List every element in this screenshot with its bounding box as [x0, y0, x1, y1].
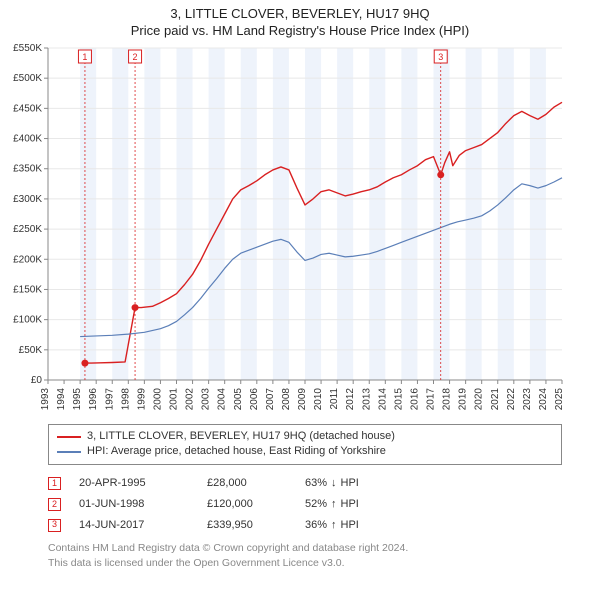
- x-tick-label: 2015: [393, 388, 404, 411]
- transaction-delta-pct: 36%: [305, 515, 327, 536]
- transaction-date: 20-APR-1995: [79, 473, 189, 494]
- y-tick-label: £300K: [13, 194, 42, 205]
- legend-row: HPI: Average price, detached house, East…: [57, 444, 553, 459]
- chart-marker-number: 3: [438, 52, 443, 62]
- x-tick-label: 1998: [120, 388, 131, 411]
- x-tick-label: 2016: [409, 388, 420, 411]
- transaction-delta-pct: 63%: [305, 473, 327, 494]
- legend-label: HPI: Average price, detached house, East…: [87, 444, 386, 459]
- x-tick-label: 2003: [201, 388, 212, 411]
- x-tick-label: 2020: [474, 388, 485, 411]
- transaction-marker: 3: [48, 519, 61, 532]
- x-tick-label: 2017: [426, 388, 437, 411]
- transaction-delta: 52%↑HPI: [305, 494, 359, 515]
- x-tick-label: 2023: [522, 388, 533, 411]
- legend-row: 3, LITTLE CLOVER, BEVERLEY, HU17 9HQ (de…: [57, 429, 553, 444]
- arrow-up-icon: ↑: [331, 494, 337, 515]
- chart-region: £0 £50K £100K £150K £200K £250K £300K £350K £400…: [0, 40, 600, 420]
- x-tick-label: 1999: [136, 388, 147, 411]
- x-tick-label: 2008: [281, 388, 292, 411]
- arrow-up-icon: ↑: [331, 515, 337, 536]
- x-tick-label: 2014: [377, 388, 388, 411]
- x-tick-label: 2018: [442, 388, 453, 411]
- x-tick-label: 1997: [104, 388, 115, 411]
- y-tick-label: £550K: [13, 43, 42, 54]
- transaction-date: 14-JUN-2017: [79, 515, 189, 536]
- transaction-row: 3 14-JUN-2017 £339,950 36%↑HPI: [48, 515, 562, 536]
- transaction-delta: 63%↓HPI: [305, 473, 359, 494]
- x-tick-label: 2006: [249, 388, 260, 411]
- legend-box: 3, LITTLE CLOVER, BEVERLEY, HU17 9HQ (de…: [48, 424, 562, 465]
- y-tick-label: £150K: [13, 284, 42, 295]
- legend-swatch: [57, 451, 81, 453]
- transaction-row: 2 01-JUN-1998 £120,000 52%↑HPI: [48, 494, 562, 515]
- transaction-marker: 2: [48, 498, 61, 511]
- y-tick-label: £50K: [19, 345, 43, 356]
- x-tick-label: 2025: [554, 388, 565, 411]
- footer-line-2: This data is licensed under the Open Gov…: [48, 556, 562, 570]
- x-tick-label: 2022: [506, 388, 517, 411]
- x-tick-label: 2024: [538, 388, 549, 411]
- transaction-delta-pct: 52%: [305, 494, 327, 515]
- x-tick-label: 2002: [185, 388, 196, 411]
- x-tick-label: 2009: [297, 388, 308, 411]
- y-tick-label: £350K: [13, 164, 42, 175]
- transaction-delta-vs: HPI: [341, 473, 359, 494]
- x-tick-label: 2019: [458, 388, 469, 411]
- transaction-delta: 36%↑HPI: [305, 515, 359, 536]
- y-tick-label: £250K: [13, 224, 42, 235]
- transaction-row: 1 20-APR-1995 £28,000 63%↓HPI: [48, 473, 562, 494]
- x-tick-label: 2001: [169, 388, 180, 411]
- chart-marker-number: 1: [82, 52, 87, 62]
- transaction-price: £339,950: [207, 515, 287, 536]
- x-tick-label: 2000: [152, 388, 163, 411]
- y-tick-label: £100K: [13, 315, 42, 326]
- x-tick-label: 2011: [329, 388, 340, 410]
- y-tick-label: £400K: [13, 134, 42, 145]
- x-tick-label: 1995: [72, 388, 83, 411]
- y-tick-label: £200K: [13, 254, 42, 265]
- legend-swatch: [57, 436, 81, 438]
- x-tick-label: 1993: [40, 388, 51, 411]
- x-tick-label: 2021: [490, 388, 501, 411]
- chart-title-sub: Price paid vs. HM Land Registry's House …: [0, 23, 600, 38]
- y-tick-label: £500K: [13, 73, 42, 84]
- chart-title-main: 3, LITTLE CLOVER, BEVERLEY, HU17 9HQ: [0, 6, 600, 21]
- transaction-delta-vs: HPI: [341, 494, 359, 515]
- footer-attribution: Contains HM Land Registry data © Crown c…: [48, 541, 562, 569]
- y-tick-label: £0: [31, 375, 43, 386]
- transaction-delta-vs: HPI: [341, 515, 359, 536]
- transaction-date: 01-JUN-1998: [79, 494, 189, 515]
- y-tick-label: £450K: [13, 103, 42, 114]
- footer-line-1: Contains HM Land Registry data © Crown c…: [48, 541, 562, 555]
- x-tick-label: 2005: [233, 388, 244, 411]
- transaction-price: £28,000: [207, 473, 287, 494]
- arrow-down-icon: ↓: [331, 473, 337, 494]
- x-tick-label: 2013: [361, 388, 372, 411]
- price-chart: £0 £50K £100K £150K £200K £250K £300K £350K £400…: [0, 40, 600, 420]
- x-tick-label: 2012: [345, 388, 356, 411]
- x-tick-label: 2004: [217, 388, 228, 411]
- transaction-marker: 1: [48, 477, 61, 490]
- chart-marker-number: 2: [133, 52, 138, 62]
- legend-label: 3, LITTLE CLOVER, BEVERLEY, HU17 9HQ (de…: [87, 429, 395, 444]
- x-tick-label: 2010: [313, 388, 324, 411]
- x-tick-label: 2007: [265, 388, 276, 411]
- x-tick-label: 1996: [88, 388, 99, 411]
- x-tick-label: 1994: [56, 388, 67, 411]
- transaction-price: £120,000: [207, 494, 287, 515]
- transactions-table: 120-APR-1995£28,00063%↓HPI201-JUN-1998£1…: [48, 473, 562, 536]
